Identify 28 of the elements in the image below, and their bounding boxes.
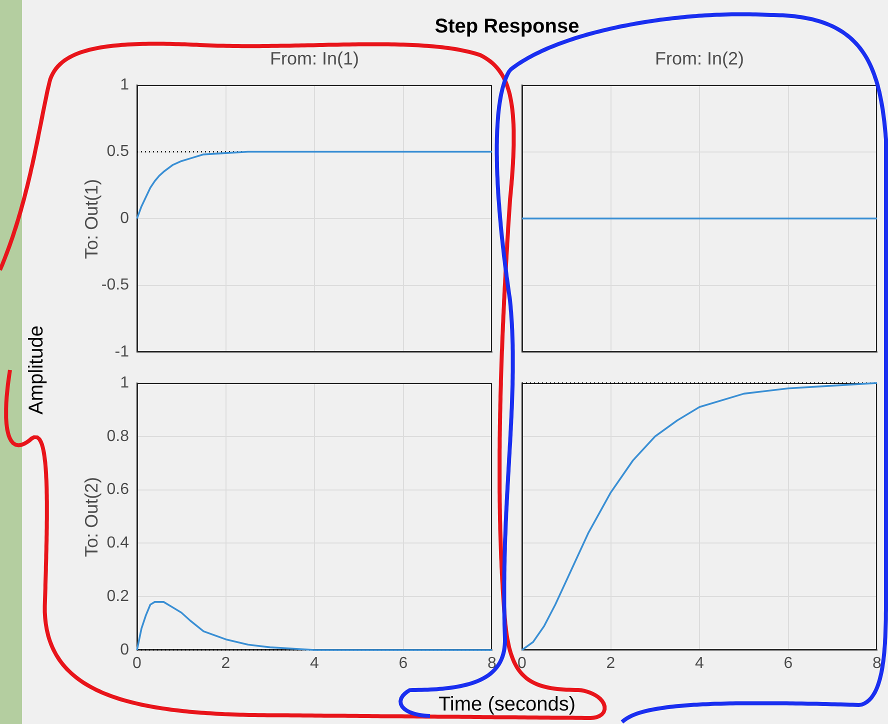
- y-tick-label: 0.4: [106, 534, 130, 552]
- text: Time (seconds): [438, 694, 576, 716]
- y-axis-title: To: Out(1): [82, 178, 102, 259]
- x-tick-label: 4: [310, 655, 320, 672]
- x-tick-label: 8: [872, 655, 882, 672]
- x-tick-label: 6: [784, 655, 793, 672]
- y-tick-label: 0.6: [106, 481, 130, 498]
- y-tick-label: -1: [114, 343, 130, 360]
- y-tick-label: 0.8: [106, 428, 130, 445]
- x-tick-label: 0: [132, 655, 142, 672]
- text: Step Response: [434, 16, 580, 38]
- x-tick-label: 2: [221, 655, 230, 672]
- x-tick-label: 6: [398, 655, 408, 672]
- chart-title: From: In(2): [654, 48, 744, 70]
- y-tick-label: 1: [120, 374, 130, 392]
- chart-title: From: In(1): [270, 48, 360, 70]
- y-axis-title: To: Out(2): [82, 476, 102, 557]
- y-tick-label: 0: [120, 210, 130, 227]
- y-tick-label: 1: [120, 76, 130, 94]
- y-tick-label: -0.5: [101, 276, 130, 294]
- text: Amplitude: [26, 326, 48, 414]
- x-tick-label: 8: [488, 655, 497, 672]
- x-tick-label: 4: [695, 655, 704, 672]
- y-tick-label: 0.2: [106, 588, 130, 606]
- y-tick-label: 0.5: [106, 143, 130, 160]
- x-tick-label: 2: [606, 655, 616, 672]
- y-tick-label: 0: [120, 641, 130, 658]
- x-tick-label: 0: [518, 655, 527, 672]
